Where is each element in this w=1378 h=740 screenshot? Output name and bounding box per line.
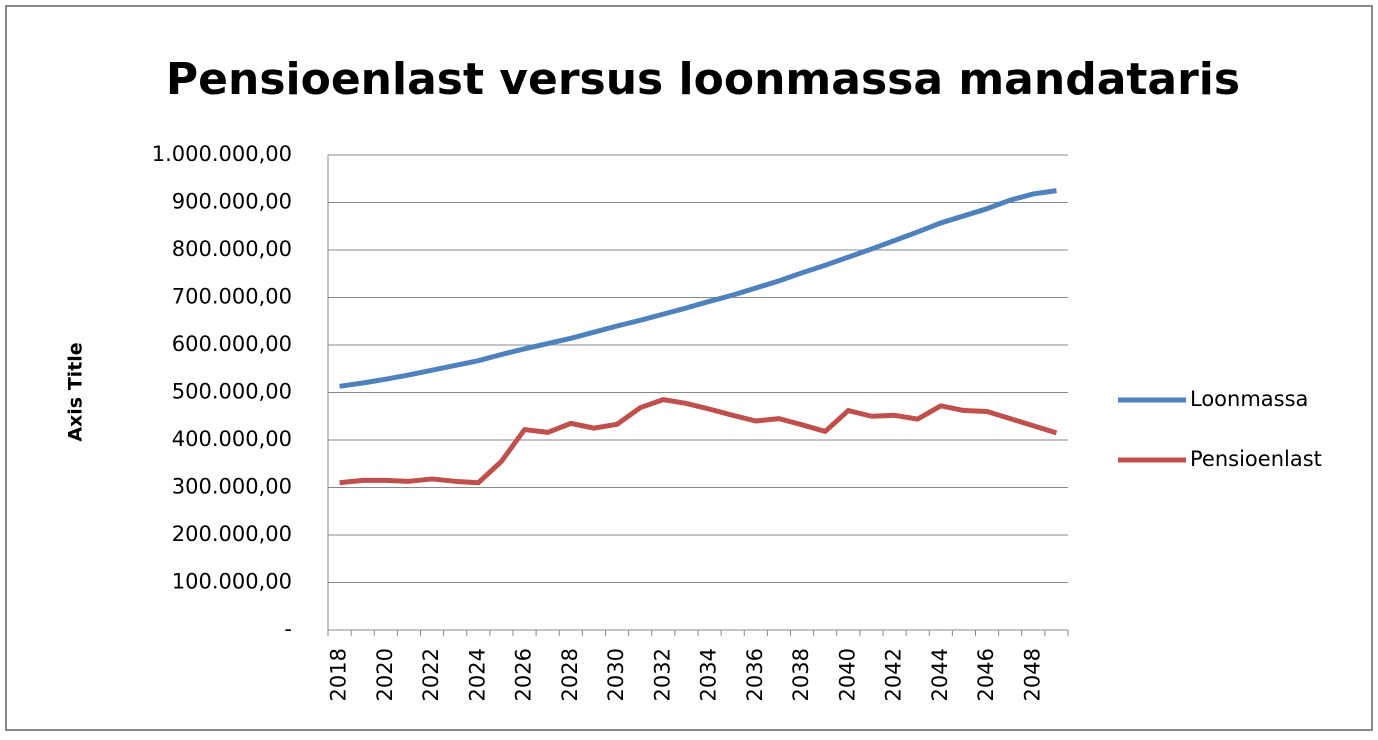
y-tick-label: 100.000,00: [172, 570, 292, 594]
x-tick-label: 2038: [789, 648, 813, 701]
x-tick-label: 2020: [373, 648, 397, 701]
x-tick-label: 2040: [835, 648, 859, 701]
y-tick-label: 900.000,00: [172, 190, 292, 214]
chart-frame: [5, 5, 1373, 731]
y-tick-label: -: [284, 617, 292, 641]
x-tick-label: 2032: [650, 648, 674, 701]
y-tick-label: 500.000,00: [172, 380, 292, 404]
line-series: [339, 188, 1057, 389]
x-tick-label: 2048: [1020, 648, 1044, 701]
x-tick-label: 2042: [882, 648, 906, 701]
y-axis-title: Axis Title: [65, 342, 87, 441]
legend-label: Loonmassa: [1190, 387, 1308, 411]
chart-title: Pensioenlast versus loonmassa mandataris: [166, 54, 1240, 105]
x-tick-label: 2022: [419, 648, 443, 701]
x-tick-label: 2030: [604, 648, 628, 701]
x-tick-label: 2026: [512, 648, 536, 701]
legend-label: Pensioenlast: [1190, 447, 1322, 471]
y-tick-label: 800.000,00: [172, 237, 292, 261]
y-tick-label: 1.000.000,00: [152, 142, 292, 166]
y-tick-label: 700.000,00: [172, 285, 292, 309]
y-tick-label: 600.000,00: [172, 332, 292, 356]
x-tick-label: 2018: [327, 648, 351, 701]
line-series: [339, 397, 1058, 486]
y-tick-label: 300.000,00: [172, 475, 292, 499]
y-tick-label: 200.000,00: [172, 522, 292, 546]
x-tick-label: 2044: [928, 648, 952, 701]
x-tick-label: 2024: [465, 648, 489, 701]
x-tick-label: 2036: [743, 648, 767, 701]
x-tick-label: 2028: [558, 648, 582, 701]
x-tick-label: 2046: [974, 648, 998, 701]
x-tick-label: 2034: [697, 648, 721, 701]
y-tick-label: 400.000,00: [172, 427, 292, 451]
